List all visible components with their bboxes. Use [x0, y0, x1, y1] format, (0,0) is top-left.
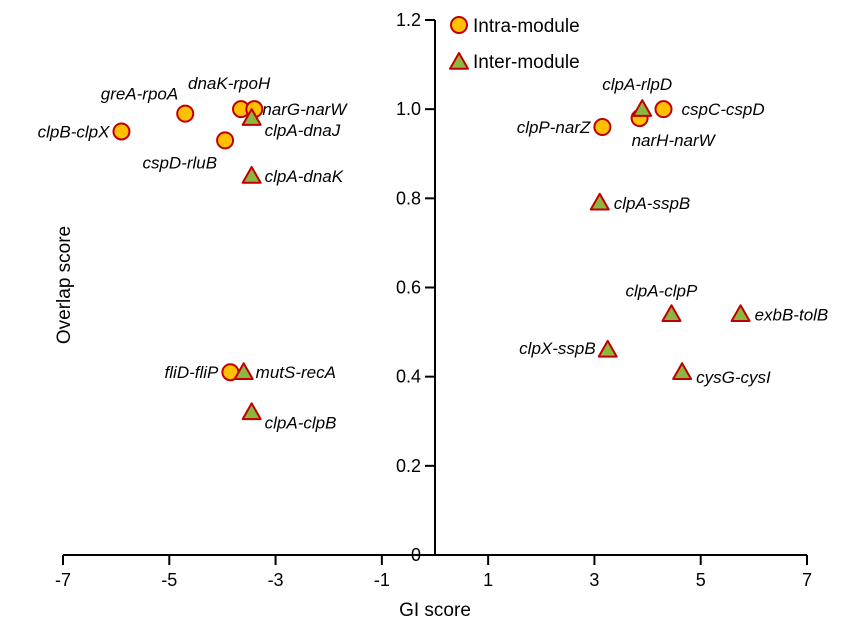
- point-label: cysG-cysI: [696, 368, 771, 387]
- point-label: clpP-narZ: [517, 118, 591, 137]
- x-tick-label: 5: [696, 570, 706, 590]
- triangle-point: [597, 339, 618, 358]
- x-tick-label: -5: [161, 570, 177, 590]
- point-label: cspD-rluB: [142, 153, 217, 172]
- x-tick-label: -1: [374, 570, 390, 590]
- y-tick-label: 0.6: [396, 278, 421, 298]
- triangle-point: [241, 402, 262, 421]
- circle-point: [112, 122, 131, 141]
- point-label: fliD-fliP: [165, 363, 219, 382]
- triangle-point: [241, 166, 262, 184]
- triangle-point: [241, 108, 262, 126]
- y-tick-label: 0.4: [396, 367, 421, 387]
- circle-point: [176, 104, 195, 123]
- triangle-point: [672, 362, 693, 380]
- y-axis-title: Overlap score: [54, 226, 75, 344]
- axes: -7 -5 -3 -1 1 3 5 7 0 0.2 0.4 0.6 0.8 1.0 1.2: [55, 10, 812, 590]
- legend: Intra-module Inter-module: [449, 16, 580, 73]
- x-axis-title: GI score: [399, 600, 471, 621]
- circle-point: [593, 118, 612, 136]
- point-label: narH-narW: [632, 131, 717, 150]
- x-tick-label: 7: [802, 570, 812, 590]
- triangle-point: [589, 192, 610, 211]
- point-label: dnaK-rpoH: [188, 74, 271, 93]
- y-tick-label: 0.2: [396, 456, 421, 476]
- legend-label: Inter-module: [473, 52, 580, 73]
- point-label: clpB-clpX: [38, 122, 110, 141]
- circle-point: [216, 131, 235, 150]
- point-label: narG-narW: [262, 100, 348, 119]
- point-label: greA-rpoA: [101, 85, 178, 104]
- point-label: clpA-clpP: [625, 281, 697, 300]
- triangle-point: [233, 362, 254, 380]
- x-tick-label: -3: [268, 570, 284, 590]
- x-tick-label: -7: [55, 570, 71, 590]
- triangle-point: [661, 304, 682, 322]
- legend-triangle-marker: [449, 52, 469, 70]
- triangle-point: [632, 99, 653, 117]
- x-tick-label: 3: [589, 570, 599, 590]
- y-tick-label: 0.8: [396, 188, 421, 208]
- point-label: clpA-sspB: [614, 194, 691, 213]
- point-label: clpX-sspB: [519, 339, 596, 358]
- point-label: clpA-dnaK: [265, 167, 344, 186]
- x-tick-label: 1: [483, 570, 493, 590]
- data-points: [112, 99, 751, 421]
- y-tick-label: 1.0: [396, 99, 421, 119]
- legend-label: Intra-module: [473, 16, 580, 37]
- point-label: exbB-tolB: [755, 305, 829, 324]
- point-label: cspC-cspD: [682, 100, 765, 119]
- circle-point: [654, 100, 673, 119]
- y-tick-label: 1.2: [396, 10, 421, 30]
- triangle-point: [730, 304, 751, 322]
- point-label: clpA-rlpD: [602, 75, 672, 94]
- point-label: mutS-recA: [256, 363, 336, 382]
- point-labels: clpB-clpX greA-rpoA cspD-rluB dnaK-rpoH narG…: [38, 74, 829, 432]
- point-label: clpA-dnaJ: [265, 121, 341, 140]
- legend-circle-marker: [450, 16, 468, 34]
- y-tick-label: 0: [411, 545, 421, 565]
- point-label: clpA-clpB: [265, 413, 337, 432]
